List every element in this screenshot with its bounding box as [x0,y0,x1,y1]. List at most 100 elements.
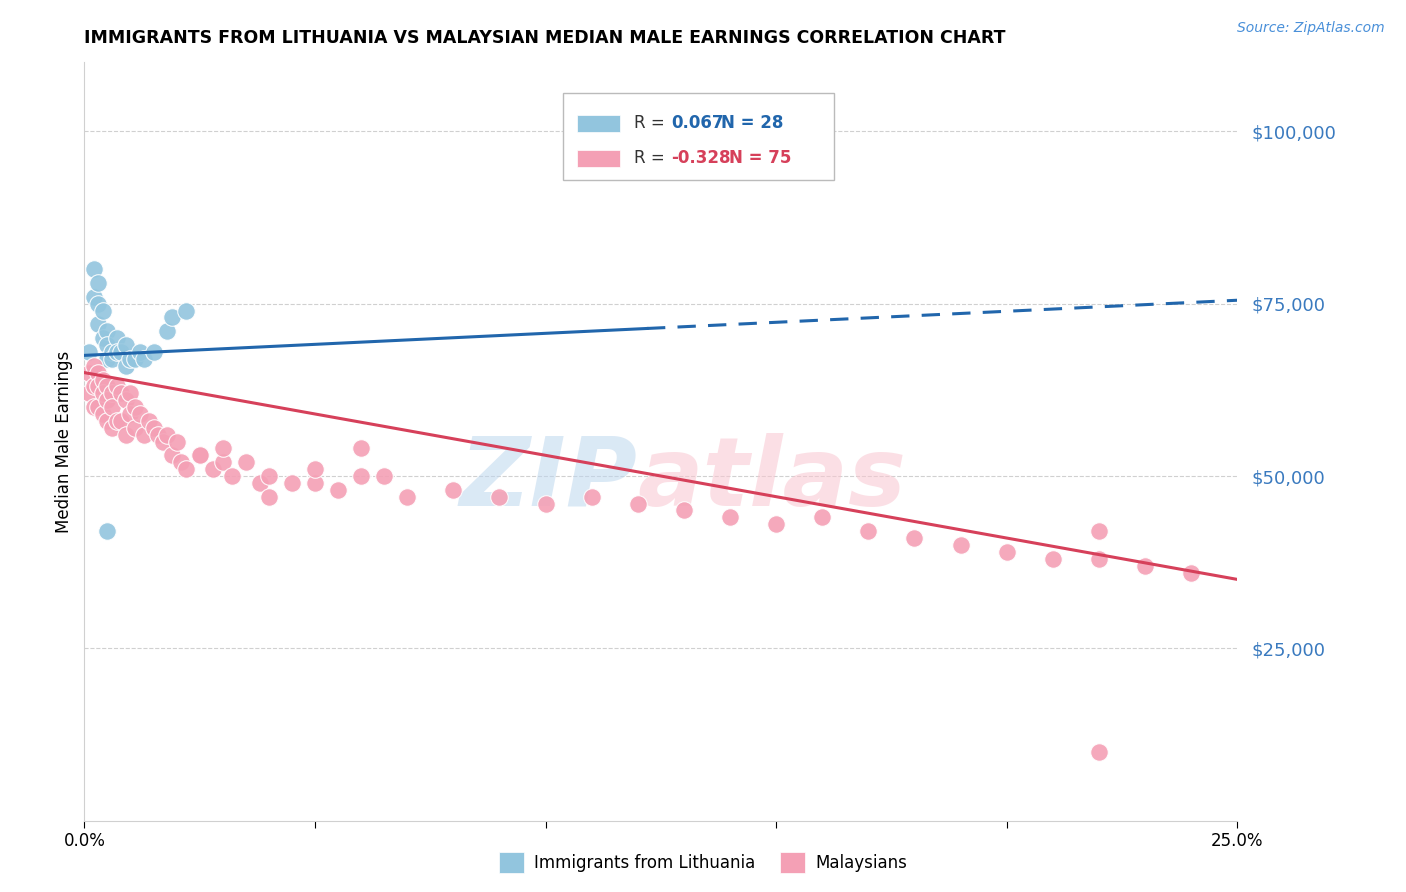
Point [166,434,188,449]
FancyBboxPatch shape [576,115,620,132]
Text: ZIP: ZIP [460,433,638,526]
Point [128,345,150,359]
Point [91,331,114,345]
Point [115,338,138,352]
Point [534,497,557,511]
Text: Source: ZipAtlas.com: Source: ZipAtlas.com [1237,21,1385,35]
Point [115,393,138,408]
Point [396,490,419,504]
Point [138,414,160,428]
Point [105,414,128,428]
Text: R =: R = [634,149,671,167]
Point [765,517,787,532]
Point [83,262,105,277]
Point [96,351,118,366]
Point [91,407,114,421]
Point [211,442,233,456]
Point [134,427,156,442]
Point [281,475,304,490]
Point [1088,524,1111,538]
Point [91,372,114,386]
Point [221,469,243,483]
Point [160,310,183,325]
Point [96,393,118,408]
Point [211,455,233,469]
Point [83,379,105,393]
Point [156,324,179,338]
Y-axis label: Median Male Earnings: Median Male Earnings [55,351,73,533]
Point [160,448,183,462]
Point [858,524,880,538]
Point [96,324,118,338]
Point [235,455,257,469]
Point [87,379,110,393]
Text: atlas: atlas [638,433,907,526]
Point [134,351,156,366]
Point [249,475,271,490]
Point [87,318,110,332]
Point [124,400,146,414]
Point [627,159,650,173]
Point [627,497,650,511]
Point [105,331,128,345]
FancyBboxPatch shape [562,93,834,180]
Point [152,434,174,449]
Point [83,400,105,414]
Text: -0.328: -0.328 [671,149,731,167]
Point [96,379,118,393]
Point [1180,566,1202,580]
Point [87,296,110,310]
Point [146,427,169,442]
Point [350,469,373,483]
Point [77,345,100,359]
Point [110,414,132,428]
Legend: Immigrants from Lithuania, Malaysians: Immigrants from Lithuania, Malaysians [492,846,914,880]
Point [83,359,105,373]
Point [110,345,132,359]
Point [91,303,114,318]
Point [101,421,124,435]
Point [488,490,510,504]
Point [96,414,118,428]
Point [174,303,197,318]
Point [101,351,124,366]
Point [83,290,105,304]
Point [903,531,925,545]
Point [110,386,132,401]
Point [373,469,395,483]
Point [188,448,211,462]
Point [202,462,225,476]
FancyBboxPatch shape [576,150,620,167]
Point [170,455,193,469]
Point [672,503,695,517]
Text: IMMIGRANTS FROM LITHUANIA VS MALAYSIAN MEDIAN MALE EARNINGS CORRELATION CHART: IMMIGRANTS FROM LITHUANIA VS MALAYSIAN M… [84,29,1005,47]
Text: R =: R = [634,114,671,132]
Point [257,469,280,483]
Point [142,345,165,359]
Point [124,421,146,435]
Point [96,338,118,352]
Point [115,359,138,373]
Point [101,345,124,359]
Point [1088,745,1111,759]
Point [87,400,110,414]
Point [77,386,100,401]
Point [105,345,128,359]
Point [96,524,118,538]
Point [1042,551,1064,566]
Point [441,483,464,497]
Point [77,366,100,380]
Point [120,407,142,421]
Point [304,475,326,490]
Point [105,379,128,393]
Point [581,490,603,504]
Point [718,510,741,524]
Point [128,407,150,421]
Point [174,462,197,476]
Point [350,442,373,456]
Point [811,510,834,524]
Point [304,462,326,476]
Point [87,276,110,290]
Point [1133,558,1156,573]
Point [87,366,110,380]
